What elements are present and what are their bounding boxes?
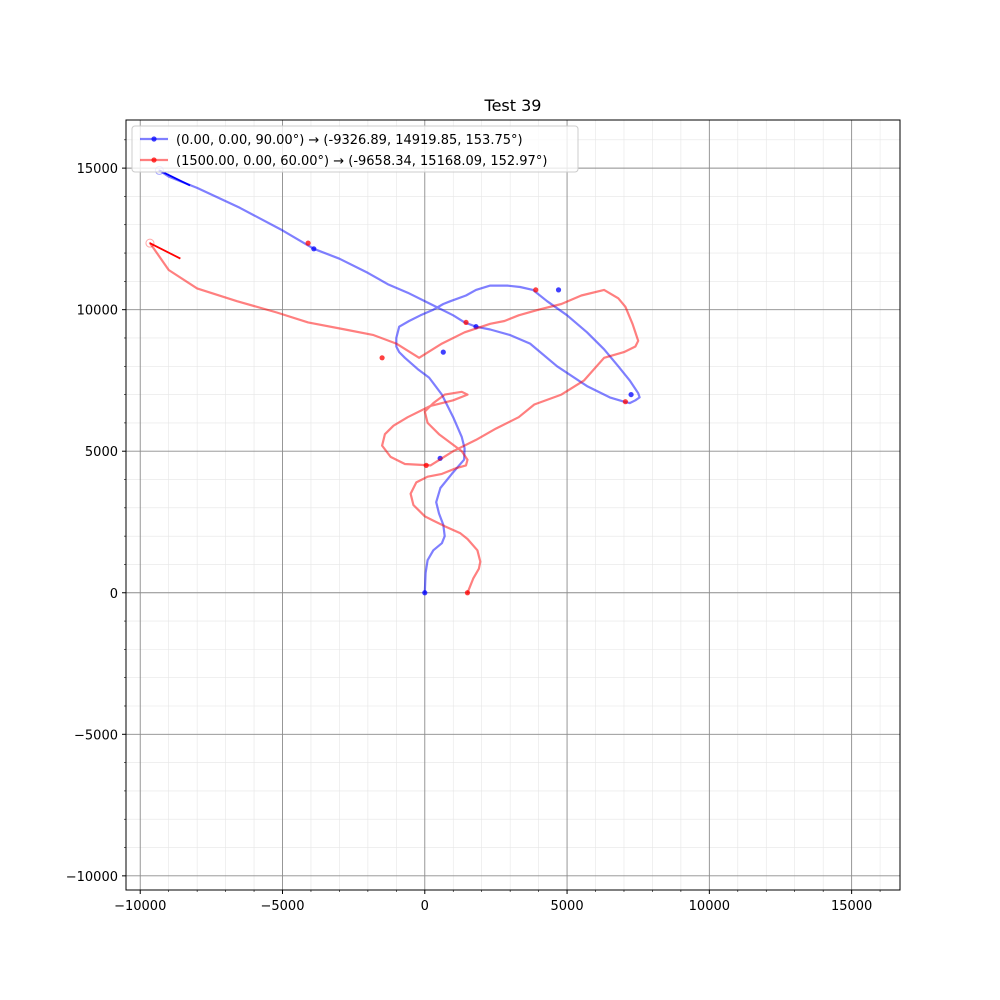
series-1-point <box>440 349 446 355</box>
series-1-point <box>628 391 634 398</box>
series-2-point <box>305 240 311 246</box>
legend-label: (1500.00, 0.00, 60.00°) → (-9658.34, 151… <box>176 154 547 169</box>
x-tick-label: 5000 <box>551 899 584 914</box>
series-2-end-marker <box>145 238 155 248</box>
x-tick-label: 15000 <box>831 899 872 914</box>
series-1-point <box>555 287 562 293</box>
y-tick-label: 0 <box>110 587 118 602</box>
x-tick-label: 0 <box>421 899 429 914</box>
series-1-point <box>422 590 428 596</box>
series-layer <box>145 165 641 596</box>
legend-label: (0.00, 0.00, 90.00°) → (-9326.89, 14919.… <box>176 133 523 148</box>
series-2-point <box>463 319 469 326</box>
series-2-point <box>423 462 429 468</box>
plot-area-frame <box>125 119 901 891</box>
series-1-heading-arrow <box>158 169 191 187</box>
series-2-point <box>533 287 539 293</box>
legend: (0.00, 0.00, 90.00°) → (-9326.89, 14919.… <box>131 125 579 173</box>
series-line-1 <box>158 169 641 594</box>
legend-swatch-marker <box>151 136 157 142</box>
x-axis: −10000 −5000 0 5000 10000 15000 <box>114 890 881 914</box>
y-tick-label: 5000 <box>85 445 118 460</box>
x-tick-label: −10000 <box>114 899 166 914</box>
y-tick-label: −10000 <box>66 870 118 885</box>
series-2-point <box>464 590 471 596</box>
y-tick-label: 15000 <box>77 162 118 177</box>
x-tick-label: −5000 <box>261 899 305 914</box>
legend-box <box>131 125 579 173</box>
legend-swatch-marker <box>151 157 157 163</box>
chart-title: Test 39 <box>484 96 542 115</box>
y-axis: −10000 −5000 0 5000 10000 15000 <box>66 139 126 885</box>
series-2-point <box>379 355 385 361</box>
x-tick-label: 10000 <box>689 899 730 914</box>
series-2-point <box>622 399 629 405</box>
y-tick-label: −5000 <box>74 728 118 743</box>
series-line-2 <box>148 242 640 594</box>
series-1-point <box>311 246 317 252</box>
series-2-heading-arrow <box>149 242 181 260</box>
series-group <box>145 165 641 596</box>
y-tick-label: 10000 <box>77 304 118 319</box>
